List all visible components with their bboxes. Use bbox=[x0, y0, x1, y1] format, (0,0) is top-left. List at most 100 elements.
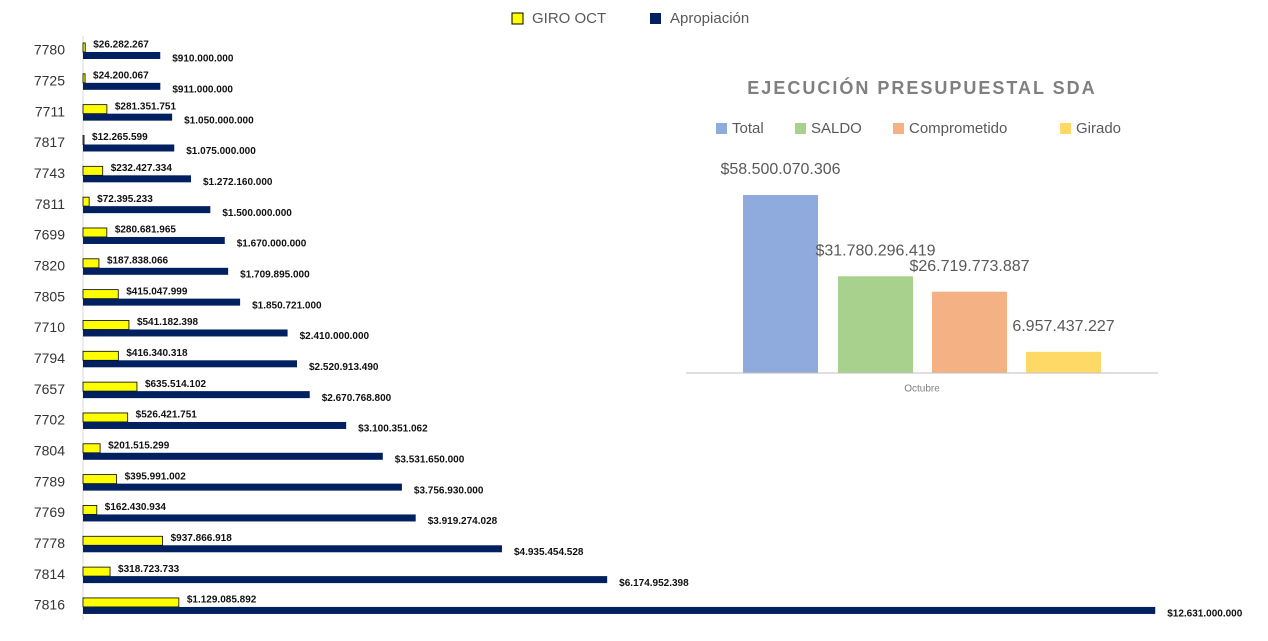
bar bbox=[83, 175, 191, 182]
bar bbox=[83, 484, 402, 491]
value-label: $162.430.934 bbox=[105, 502, 167, 513]
chart: EJECUCIÓN PRESUPUESTAL SDA GIRO OCT Aprop… bbox=[0, 0, 1268, 641]
value-label: $1.075.000.000 bbox=[186, 146, 256, 157]
value-label: $26.282.267 bbox=[93, 40, 149, 51]
value-label: $232.427.334 bbox=[111, 163, 173, 174]
value-label: $281.351.751 bbox=[115, 101, 177, 112]
y-tick-label: 7778 bbox=[34, 535, 65, 551]
value-label: $6.174.952.398 bbox=[619, 578, 689, 589]
y-tick-label: 7789 bbox=[34, 473, 65, 489]
value-label: $395.991.002 bbox=[125, 471, 187, 482]
value-label: $280.681.965 bbox=[115, 225, 177, 236]
bar bbox=[932, 292, 1007, 373]
legend-label: GIRO OCT bbox=[532, 10, 606, 27]
y-tick-label: 7805 bbox=[34, 288, 65, 304]
bar bbox=[83, 351, 118, 360]
bar bbox=[83, 52, 160, 59]
bar bbox=[83, 382, 137, 391]
value-label: $58.500.070.306 bbox=[720, 161, 840, 178]
value-label: $2.520.913.490 bbox=[309, 362, 379, 373]
bar bbox=[83, 391, 310, 398]
value-label: $1.129.085.892 bbox=[187, 595, 257, 606]
y-tick-label: 7711 bbox=[35, 103, 65, 119]
chart-title: EJECUCIÓN PRESUPUESTAL SDA bbox=[747, 77, 1096, 98]
value-label: $1.050.000.000 bbox=[184, 115, 254, 126]
legend-swatch bbox=[512, 13, 523, 24]
bar bbox=[83, 290, 118, 299]
bar bbox=[83, 237, 225, 244]
bar bbox=[83, 329, 288, 336]
value-label: $3.100.351.062 bbox=[358, 424, 428, 435]
value-label: $2.410.000.000 bbox=[300, 331, 370, 342]
bar bbox=[83, 259, 99, 268]
y-tick-label: 7816 bbox=[34, 597, 65, 613]
value-label: $3.919.274.028 bbox=[428, 516, 498, 527]
bar bbox=[83, 166, 103, 175]
bar bbox=[83, 514, 416, 521]
y-tick-label: 7804 bbox=[34, 442, 65, 458]
legend-swatch bbox=[795, 123, 806, 134]
bar bbox=[83, 114, 172, 121]
legend-label: Total bbox=[732, 120, 764, 137]
bar bbox=[83, 135, 84, 144]
y-tick-label: 7817 bbox=[34, 134, 65, 150]
bar bbox=[83, 598, 179, 607]
y-tick-label: 7811 bbox=[35, 196, 65, 212]
bar bbox=[83, 545, 502, 552]
bar bbox=[83, 206, 210, 213]
bar bbox=[1026, 352, 1101, 373]
bar bbox=[83, 422, 346, 429]
legend-swatch bbox=[650, 13, 661, 24]
value-label: $2.670.768.800 bbox=[322, 393, 392, 404]
bar bbox=[838, 276, 913, 373]
value-label: $937.866.918 bbox=[171, 533, 233, 544]
value-label: $1.500.000.000 bbox=[222, 208, 292, 219]
y-tick-label: 7769 bbox=[34, 504, 65, 520]
y-tick-label: 7657 bbox=[34, 381, 65, 397]
value-label: $12.265.599 bbox=[92, 132, 148, 143]
value-label: 6.957.437.227 bbox=[1012, 318, 1114, 335]
value-label: $3.531.650.000 bbox=[395, 454, 465, 465]
value-label: $187.838.066 bbox=[107, 255, 169, 266]
bar bbox=[83, 444, 100, 453]
bar bbox=[83, 505, 97, 514]
value-label: $415.047.999 bbox=[126, 286, 188, 297]
value-label: $72.395.233 bbox=[97, 194, 153, 205]
bar bbox=[83, 607, 1155, 614]
x-tick-label: Octubre bbox=[904, 384, 940, 395]
value-label: $201.515.299 bbox=[108, 440, 170, 451]
value-label: $541.182.398 bbox=[137, 317, 199, 328]
bar bbox=[83, 536, 163, 545]
value-label: $12.631.000.000 bbox=[1167, 609, 1243, 620]
y-tick-label: 7814 bbox=[34, 566, 65, 582]
y-tick-label: 7725 bbox=[34, 73, 65, 89]
bar bbox=[743, 195, 818, 373]
y-tick-label: 7743 bbox=[34, 165, 65, 181]
y-tick-label: 7710 bbox=[34, 319, 65, 335]
legend-label: Apropiación bbox=[670, 10, 749, 27]
value-label: $3.756.930.000 bbox=[414, 485, 484, 496]
y-tick-label: 7699 bbox=[34, 227, 65, 243]
y-tick-label: 7820 bbox=[34, 258, 65, 274]
y-tick-label: 7780 bbox=[34, 42, 65, 58]
bar bbox=[83, 83, 160, 90]
value-label: $1.709.895.000 bbox=[240, 269, 310, 280]
bar bbox=[83, 43, 85, 52]
legend-swatch bbox=[716, 123, 727, 134]
bar bbox=[83, 268, 228, 275]
legend-label: SALDO bbox=[811, 120, 862, 137]
value-label: $1.272.160.000 bbox=[203, 177, 273, 188]
bar bbox=[83, 576, 607, 583]
bar bbox=[83, 74, 85, 83]
y-tick-label: 7702 bbox=[34, 412, 65, 428]
value-label: $526.421.751 bbox=[136, 410, 198, 421]
bar bbox=[83, 144, 174, 151]
bar bbox=[83, 228, 107, 237]
value-label: $318.723.733 bbox=[118, 564, 180, 575]
value-label: $24.200.067 bbox=[93, 70, 149, 81]
y-tick-label: 7794 bbox=[34, 350, 65, 366]
bar bbox=[83, 413, 128, 422]
value-label: $635.514.102 bbox=[145, 379, 207, 390]
bar bbox=[83, 299, 240, 306]
value-label: $1.670.000.000 bbox=[237, 239, 307, 250]
